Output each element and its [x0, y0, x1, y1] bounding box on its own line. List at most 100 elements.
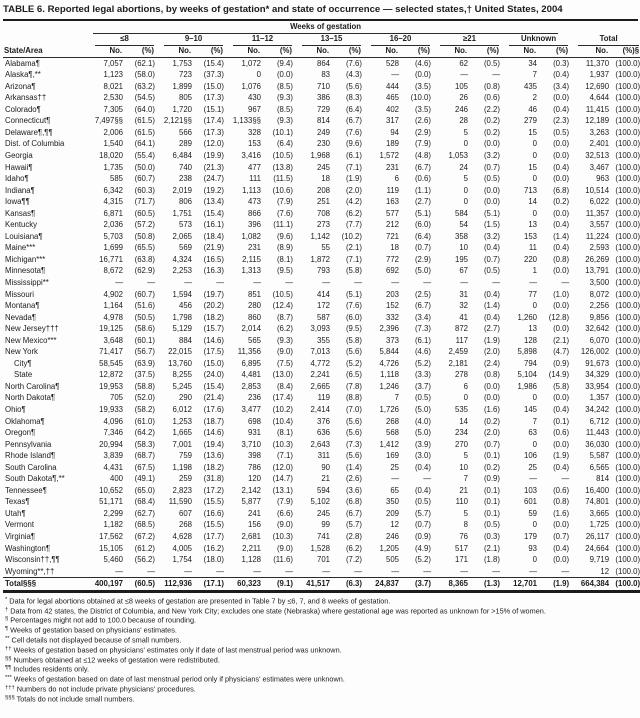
pct-header: (%) — [266, 46, 296, 58]
state-cell: Indiana¶ — [5, 185, 35, 195]
percent-cell: (5.2) — [345, 358, 362, 368]
percent-cell: (0.0) — [276, 70, 293, 80]
table-row: Alaska¶,** 1,123 (58.0) 723 (37.3) 0 (0.0) 83 (4… — [3, 69, 640, 81]
percent-cell: (0.1) — [483, 508, 500, 518]
number-cell: — — [253, 278, 261, 287]
percent-cell: (5.6) — [345, 347, 362, 357]
percent-cell: (0.0) — [553, 301, 570, 311]
number-cell: 2,019 — [172, 185, 192, 195]
number-cell: 3,500 — [589, 278, 610, 287]
state-cell: South Carolina — [5, 462, 57, 472]
number-cell: 814 — [596, 474, 610, 484]
percent-cell: (6.7) — [414, 301, 431, 311]
number-cell: 94 — [390, 127, 399, 137]
number-cell: 5,245 — [172, 381, 192, 391]
state-col-spacer — [3, 34, 89, 46]
state-cell: State — [14, 370, 33, 380]
percent-cell: (65.5) — [134, 243, 155, 253]
percent-cell: — — [147, 566, 155, 576]
percent-cell: (0.4) — [553, 220, 570, 230]
percent-cell: (1.8) — [483, 555, 500, 565]
number-cell: — — [529, 278, 537, 287]
number-cell: — — [460, 70, 468, 80]
table-row: Idaho¶ 585 (60.7) 238 (24.7) 111 (11.5) 18 (1.9)… — [3, 173, 640, 185]
percent-cell: (100.0) — [615, 520, 640, 530]
percent-cell: (7.6) — [276, 208, 293, 218]
number-cell: 1,313 — [241, 266, 261, 276]
percent-cell: (6.4) — [345, 104, 362, 114]
number-cell: 236 — [247, 393, 261, 403]
number-cell: 2,121§§ — [163, 116, 192, 126]
percent-cell: (0.0) — [553, 150, 570, 160]
footnote-text: Data from 42 states, the District of Col… — [8, 606, 546, 616]
number-cell: 230 — [316, 139, 330, 149]
percent-cell: (51.6) — [134, 301, 155, 311]
percent-cell: (2.0) — [483, 347, 500, 357]
state-cell: Missouri — [5, 289, 35, 299]
number-cell: 93 — [528, 543, 537, 553]
percent-cell: (0.0) — [553, 324, 570, 334]
number-cell: — — [184, 566, 192, 576]
number-cell: — — [529, 566, 537, 576]
number-cell: 11,357 — [585, 208, 610, 218]
number-cell: 91,673 — [585, 358, 610, 368]
number-cell: 2,036 — [103, 220, 123, 230]
number-cell: 740 — [178, 162, 192, 172]
number-cell: 172 — [316, 301, 330, 311]
number-cell: 3,093 — [310, 324, 330, 334]
state-cell: Arizona¶ — [5, 81, 36, 91]
no-header: No. — [296, 46, 335, 58]
number-cell: 10,514 — [585, 185, 610, 195]
percent-cell: (9.0) — [276, 543, 293, 553]
footnote-text: Weeks of gestation based on physicians' … — [11, 645, 342, 655]
number-cell: 535 — [454, 405, 468, 415]
percent-cell: (14.6) — [203, 335, 224, 345]
number-cell: 15 — [528, 127, 537, 137]
number-cell: 119 — [386, 185, 399, 195]
percent-cell: (100.0) — [615, 474, 640, 484]
number-cell: 14 — [528, 197, 537, 207]
percent-cell: (67.2) — [134, 532, 155, 542]
number-cell: 3,263 — [589, 127, 610, 137]
percent-cell: (100.0) — [615, 405, 640, 415]
number-cell: 866 — [247, 208, 261, 218]
footnote: ¶¶ Includes residents only. — [3, 664, 638, 674]
number-cell: 1,164 — [103, 301, 123, 311]
percent-cell: (0.5) — [414, 393, 431, 403]
number-cell: 814 — [316, 116, 330, 126]
number-cell: 59 — [528, 508, 537, 518]
number-cell: 1,528 — [310, 543, 330, 553]
percent-cell: (100.0) — [615, 243, 640, 253]
number-cell: 11,443 — [585, 428, 610, 438]
number-cell: 0 — [532, 208, 537, 218]
number-cell: 398 — [247, 451, 261, 461]
percent-cell: (14.9) — [548, 370, 570, 380]
percent-cell: (6.2) — [276, 324, 293, 334]
number-cell: 25 — [390, 462, 399, 472]
percent-cell: (2.5) — [414, 289, 431, 299]
percent-cell: (100.0) — [615, 485, 640, 495]
percent-cell: (100.0) — [615, 428, 640, 438]
percent-cell: (13.4) — [203, 197, 224, 207]
number-cell: 772 — [385, 254, 399, 264]
table-row: Kansas¶ 6,871 (60.5) 1,751 (15.4) 866 (7.6) 708… — [3, 208, 640, 220]
number-cell: 245 — [316, 508, 330, 518]
sub-header-row: State/Area No. (%) No. (%) No. (%) No. (%) No. (%… — [3, 46, 640, 58]
number-cell: 12,189 — [585, 116, 610, 126]
number-cell: 692 — [385, 266, 399, 276]
percent-cell: (0.2) — [553, 197, 570, 207]
percent-cell: (100.0) — [615, 347, 640, 357]
percent-cell: (0.0) — [483, 197, 500, 207]
number-cell: 2,142 — [241, 485, 261, 495]
percent-cell: (0.1) — [483, 497, 500, 507]
number-cell: 477 — [247, 162, 261, 172]
percent-cell: (71.7) — [134, 197, 155, 207]
percent-cell: (56.7) — [134, 347, 155, 357]
percent-cell: (5.2) — [414, 358, 431, 368]
table-row: Minnesota¶ 8,672 (62.9) 2,253 (16.3) 1,313 (9.… — [3, 265, 640, 277]
percent-cell: (49.1) — [134, 474, 155, 484]
number-cell: 0 — [256, 70, 261, 80]
percent-cell: (5.6) — [345, 428, 362, 438]
table-row: Arkansas†† 2,530 (54.5) 805 (17.3) 430 (9.3) 38… — [3, 92, 640, 104]
table-row: Mississippi** — — — — — — — — — — — — — — 3,500 (100.0) — [3, 277, 640, 289]
